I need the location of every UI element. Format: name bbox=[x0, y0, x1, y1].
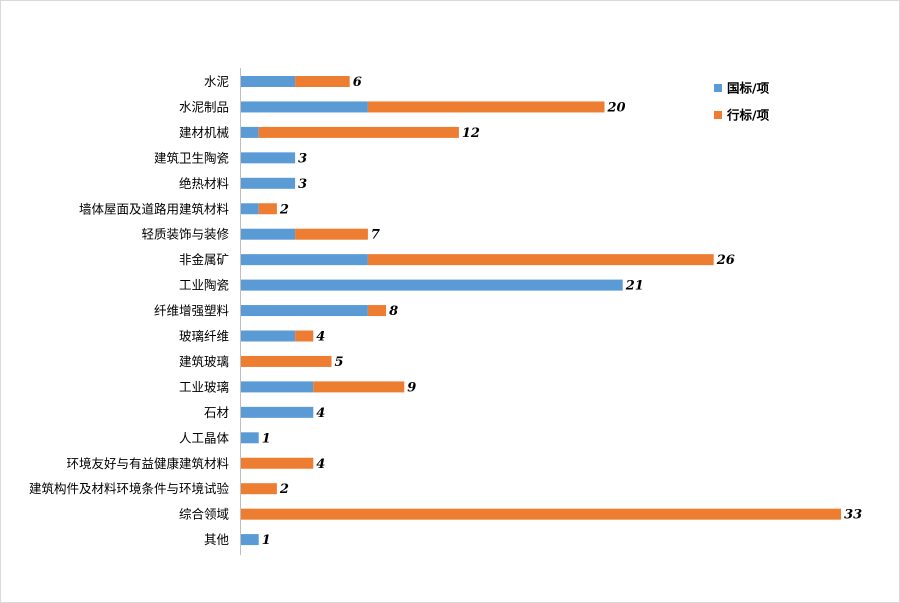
bar-national-8 bbox=[240, 279, 623, 291]
category-label: 建筑卫生陶瓷 bbox=[154, 150, 229, 165]
value-label: 2 bbox=[279, 202, 289, 217]
bar-industry-6 bbox=[295, 228, 368, 240]
category-label: 墙体屋面及道路用建筑材料 bbox=[79, 201, 230, 216]
category-label: 工业玻璃 bbox=[179, 379, 229, 394]
legend-label: 行标/项 bbox=[726, 108, 770, 123]
bar-industry-15 bbox=[240, 457, 314, 469]
category-label: 水泥制品 bbox=[179, 99, 229, 114]
category-label: 工业陶瓷 bbox=[179, 278, 229, 293]
value-label: 26 bbox=[716, 253, 735, 268]
value-label: 3 bbox=[298, 177, 307, 192]
category-label: 其他 bbox=[204, 532, 230, 547]
bar-industry-11 bbox=[240, 355, 332, 367]
bar-national-10 bbox=[240, 330, 296, 342]
value-label: 6 bbox=[353, 75, 362, 90]
bar-industry-10 bbox=[295, 330, 314, 342]
category-labels: 水泥水泥制品建材机械建筑卫生陶瓷绝热材料墙体屋面及道路用建筑材料轻质装饰与装修非… bbox=[29, 74, 230, 547]
bar-national-1 bbox=[240, 101, 368, 113]
bar-national-5 bbox=[240, 203, 259, 215]
bar-national-0 bbox=[240, 76, 296, 87]
bars-group bbox=[240, 76, 842, 546]
bar-national-6 bbox=[240, 228, 296, 240]
bar-industry-1 bbox=[367, 101, 605, 113]
bar-national-7 bbox=[240, 254, 368, 266]
value-label: 4 bbox=[316, 406, 325, 421]
value-label: 2 bbox=[279, 482, 289, 497]
bar-national-2 bbox=[240, 126, 259, 138]
value-label: 8 bbox=[389, 304, 398, 319]
bar-national-4 bbox=[240, 177, 296, 189]
value-label: 7 bbox=[371, 228, 380, 243]
value-label: 1 bbox=[262, 533, 271, 548]
category-label: 轻质装饰与装修 bbox=[141, 227, 229, 242]
legend-label: 国标/项 bbox=[727, 81, 770, 96]
bar-national-3 bbox=[240, 152, 296, 164]
category-label: 玻璃纤维 bbox=[179, 329, 229, 344]
category-label: 人工晶体 bbox=[179, 430, 230, 445]
bar-national-13 bbox=[240, 406, 314, 418]
legend-swatch bbox=[714, 111, 722, 119]
value-label: 4 bbox=[316, 330, 325, 345]
bar-national-12 bbox=[240, 381, 314, 393]
value-label: 4 bbox=[316, 457, 325, 472]
value-label: 5 bbox=[335, 355, 344, 370]
bar-industry-9 bbox=[367, 305, 387, 317]
value-label: 1 bbox=[262, 431, 271, 446]
value-label: 9 bbox=[407, 380, 416, 395]
category-label: 建筑玻璃 bbox=[179, 354, 229, 369]
category-label: 绝热材料 bbox=[179, 176, 230, 191]
bar-industry-2 bbox=[258, 126, 459, 138]
value-label: 20 bbox=[607, 100, 626, 115]
legend: 国标/项行标/项 bbox=[714, 81, 770, 123]
value-label: 12 bbox=[462, 126, 480, 141]
bar-industry-7 bbox=[367, 254, 714, 266]
bar-national-18 bbox=[240, 534, 259, 546]
category-label: 综合领域 bbox=[179, 507, 229, 522]
bar-industry-12 bbox=[313, 381, 405, 393]
category-label: 石材 bbox=[204, 405, 229, 420]
bar-industry-0 bbox=[295, 76, 350, 87]
bar-industry-5 bbox=[258, 203, 277, 215]
legend-swatch bbox=[714, 84, 722, 92]
category-label: 建材机械 bbox=[179, 125, 230, 140]
bar-national-9 bbox=[240, 305, 368, 317]
bar-industry-17 bbox=[240, 508, 842, 520]
value-label: 21 bbox=[625, 279, 644, 294]
bar-industry-16 bbox=[240, 483, 277, 495]
category-label: 纤维增强塑料 bbox=[154, 303, 230, 318]
category-label: 水泥 bbox=[204, 74, 229, 89]
bar-national-14 bbox=[240, 432, 259, 444]
category-label: 非金属矿 bbox=[179, 252, 229, 267]
value-label: 33 bbox=[844, 508, 862, 523]
category-label: 建筑构件及材料环境条件与环境试验 bbox=[29, 481, 230, 496]
value-label: 3 bbox=[298, 151, 307, 166]
category-label: 环境友好与有益健康建筑材料 bbox=[66, 456, 229, 471]
